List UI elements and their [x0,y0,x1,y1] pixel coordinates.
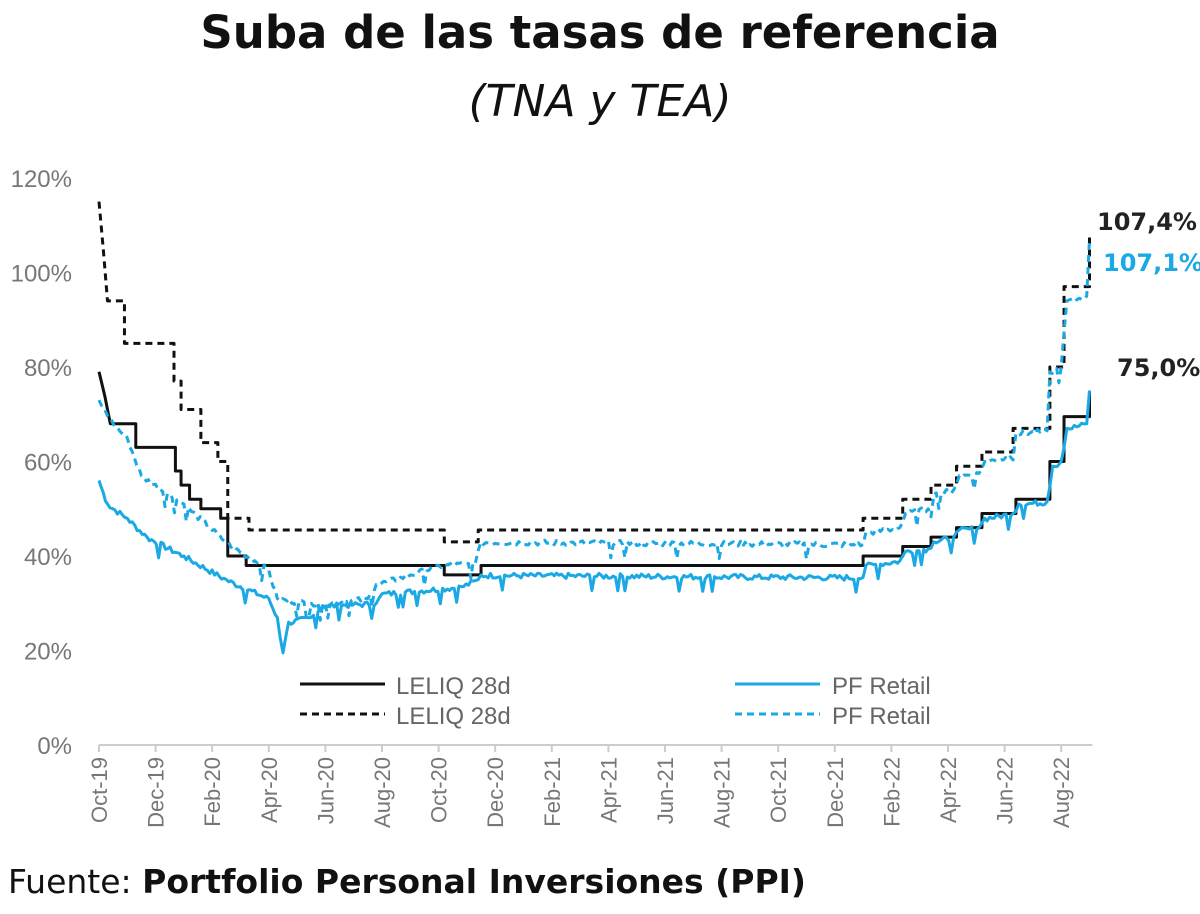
series-lines [97,201,1091,655]
pf-retail-tna-line [97,390,1091,655]
x-tick-label: Jun-22 [993,757,1018,824]
pf-retail-tea-line [97,238,1091,622]
x-tick-label: Dec-19 [144,757,169,828]
y-tick-label: 40% [24,544,72,571]
end-label-leliq-tea: 107,4% [1097,208,1197,236]
x-tick-label: Feb-22 [879,757,904,827]
legend-label-pf-tea: PF Retail [832,703,931,730]
y-tick-label: 0% [37,733,72,760]
y-axis-ticks: 0% 20% 40% 60% 80% 100% 120% [11,166,72,760]
end-label-pf-tea: 107,1% [1103,249,1200,277]
y-tick-label: 60% [24,450,72,477]
x-tick-label: Jun-20 [313,757,338,824]
y-tick-label: 100% [11,261,72,288]
x-tick-label: Oct-21 [766,757,791,823]
x-tick-label: Aug-22 [1049,757,1074,828]
end-label-leliq-tna: 75,0% [1117,354,1200,382]
y-tick-label: 20% [24,639,72,666]
x-tick-label: Jun-21 [653,757,678,824]
x-tick-label: Apr-22 [936,757,961,823]
chart-title: Suba de las tasas de referencia [200,6,1000,59]
x-tick-label: Aug-21 [710,757,735,828]
x-tick-label: Dec-20 [483,757,508,828]
leliq-tea-line [97,201,1091,544]
x-tick-label: Apr-21 [596,757,621,823]
x-tick-label: Oct-20 [427,757,452,823]
y-tick-label: 80% [24,355,72,382]
x-tick-label: Aug-20 [370,757,395,828]
legend-label-leliq-tna: LELIQ 28d [396,673,511,700]
source-prefix: Fuente: [8,862,132,901]
x-tick-label: Feb-20 [200,757,225,827]
y-tick-label: 120% [11,166,72,193]
leliq-tna-line [97,371,1091,577]
legend-label-pf-tna: PF Retail [832,673,931,700]
source-name: Portfolio Personal Inversiones (PPI) [142,862,806,901]
legend-label-leliq-tea: LELIQ 28d [396,703,511,730]
legend: LELIQ 28d LELIQ 28d PF Retail PF Retail [300,673,931,730]
x-tick-label: Dec-21 [823,757,848,828]
x-axis: Oct-19 Dec-19 Feb-20 Apr-20 Jun-20 Aug-20 Oct-… [87,744,1093,828]
chart-subtitle: (TNA y TEA) [468,76,732,127]
source-note: Fuente: Portfolio Personal Inversiones (… [8,862,806,901]
x-tick-label: Apr-20 [257,757,282,823]
x-tick-label: Oct-19 [87,757,112,823]
end-value-labels: 107,4% 107,1% 75,0% [1097,208,1200,382]
x-tick-label: Feb-21 [540,757,565,827]
